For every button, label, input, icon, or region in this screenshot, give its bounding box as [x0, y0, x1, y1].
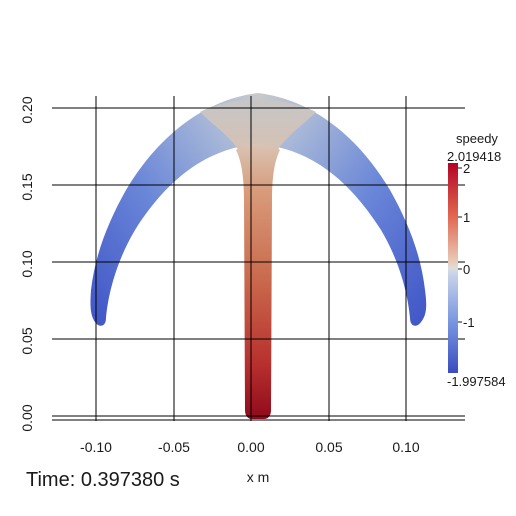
- colorbar-tick-label: -1: [463, 315, 475, 330]
- colorbar-tick-label: 0: [463, 262, 470, 277]
- right-arc-region: [258, 93, 427, 326]
- colorbar-gradient: [448, 163, 458, 373]
- y-tick-label: 0.05: [19, 327, 35, 354]
- time-annotation: Time: 0.397380 s: [26, 469, 180, 491]
- axes-grid: [52, 96, 465, 421]
- x-tick-label: 0.05: [315, 439, 342, 455]
- colorbar-min-label: -1.997584: [447, 374, 506, 389]
- y-axis-ticks: 0.00 0.05 0.10 0.15 0.20: [19, 96, 35, 431]
- colorbar-tick-label: 2: [463, 161, 470, 176]
- colorbar-title: speedy: [456, 131, 498, 146]
- y-tick-label: 0.20: [19, 96, 35, 123]
- color-legend[interactable]: speedy 2.019418 2 1 0 -1 -1.997584: [447, 131, 506, 389]
- colorbar-tick-label: 1: [463, 210, 470, 225]
- fluid-field: [90, 93, 427, 419]
- x-axis-title: x m: [247, 469, 270, 485]
- colorbar-tick-marks: [458, 167, 462, 323]
- left-arc-region: [90, 93, 259, 326]
- x-tick-label: 0.00: [237, 439, 264, 455]
- x-tick-label: 0.10: [392, 439, 419, 455]
- y-tick-label: 0.10: [19, 250, 35, 277]
- x-tick-label: -0.05: [158, 439, 190, 455]
- colorbar-max-label: 2.019418: [447, 149, 501, 164]
- y-tick-label: 0.00: [19, 404, 35, 431]
- y-tick-label: 0.15: [19, 173, 35, 200]
- x-axis-ticks: -0.10 -0.05 0.00 0.05 0.10: [80, 439, 420, 455]
- central-stem: [236, 144, 280, 419]
- dome-cap: [200, 100, 316, 160]
- x-tick-label: -0.10: [80, 439, 112, 455]
